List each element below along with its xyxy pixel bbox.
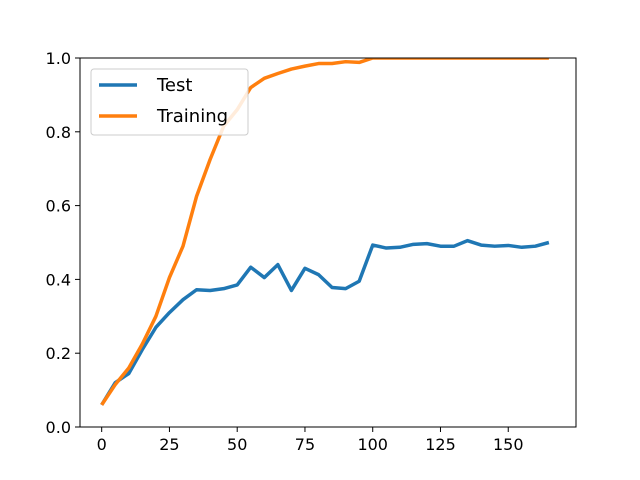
y-tick-label: 1.0	[46, 49, 71, 68]
x-tick-label: 75	[295, 435, 315, 454]
legend-label-training: Training	[156, 106, 228, 127]
y-tick-label: 0.2	[46, 344, 71, 363]
x-tick-label: 125	[425, 435, 456, 454]
series-layer	[100, 58, 550, 406]
y-tick-label: 0.4	[46, 270, 71, 289]
x-tick-label: 50	[227, 435, 247, 454]
plot-area-frame	[79, 57, 577, 428]
x-tick-label: 0	[97, 435, 107, 454]
legend: Test Training	[90, 68, 249, 136]
series-line-test	[100, 238, 550, 406]
y-axis: 0.0 0.2 0.4 0.6 0.8 1.0	[46, 49, 80, 437]
y-tick-label: 0.6	[46, 197, 71, 216]
x-tick-label: 25	[159, 435, 179, 454]
y-tick-label: 0.0	[46, 418, 71, 437]
legend-label-test: Test	[156, 75, 192, 96]
y-tick-label: 0.8	[46, 123, 71, 142]
series-line-training	[100, 58, 549, 406]
x-tick-label: 150	[493, 435, 524, 454]
x-tick-label: 100	[357, 435, 388, 454]
x-axis: 0 25 50 75 100 125 150	[97, 427, 524, 454]
